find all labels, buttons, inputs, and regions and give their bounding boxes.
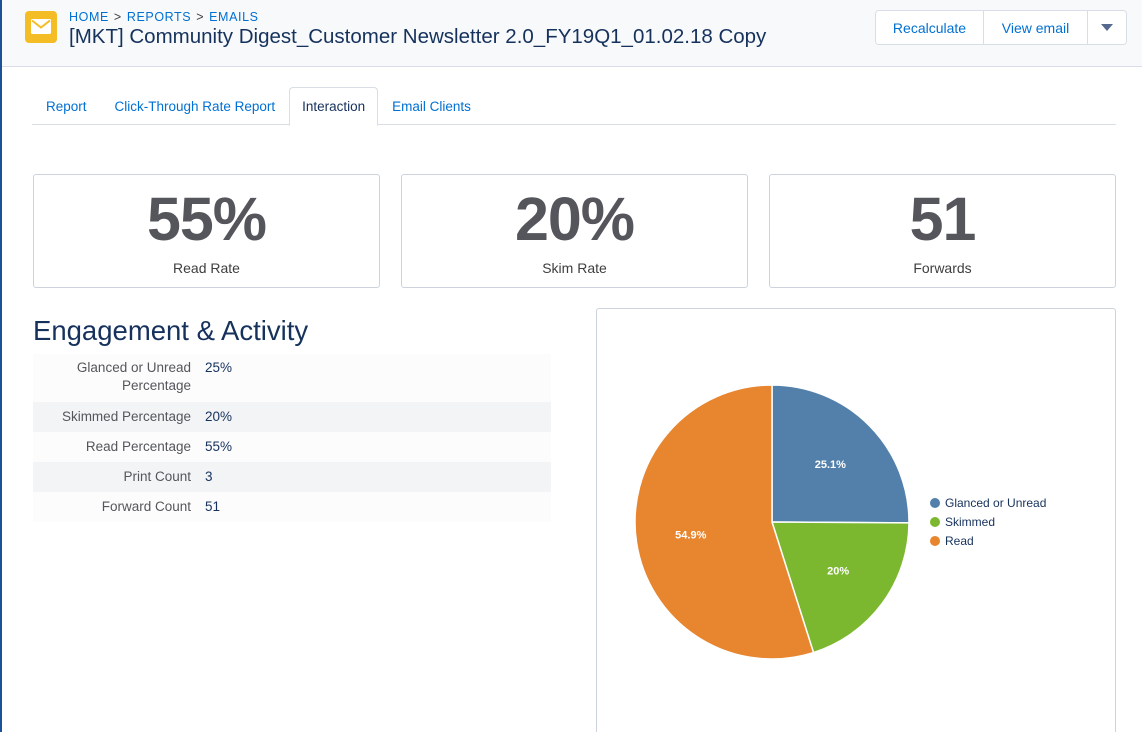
tab-bar: Report Click-Through Rate Report Interac… — [32, 87, 1116, 126]
breadcrumb-home[interactable]: HOME — [69, 10, 109, 24]
legend-label[interactable]: Glanced or Unread — [945, 496, 1046, 510]
row-label: Forward Count — [101, 499, 191, 514]
pie-chart: 25.1% 20% 54.9% Glanced or Unread Skimmed Rea… — [634, 384, 1046, 660]
pie-slice-glanced-or-unread[interactable] — [771, 384, 910, 524]
row-value: 51 — [205, 499, 221, 514]
engagement-table: Glanced or Unread Percentage 25% Skimmed… — [33, 354, 551, 522]
legend-label[interactable]: Skimmed — [945, 515, 995, 529]
envelope-icon — [25, 11, 57, 43]
left-accent-rule — [0, 0, 2, 732]
tab-click-through-rate-report[interactable]: Click-Through Rate Report — [114, 98, 276, 114]
pie-data-label: 54.9% — [675, 530, 706, 542]
stat-card-read-rate: 55% Read Rate — [33, 174, 380, 288]
pie-data-label: 25.1% — [815, 459, 846, 471]
stat-value: 20% — [514, 185, 635, 253]
stat-value: 51 — [909, 185, 977, 253]
page-title: [MKT] Community Digest_Customer Newslett… — [69, 25, 767, 48]
header-button-group: Recalculate View email — [875, 10, 1127, 45]
tab-email-clients[interactable]: Email Clients — [392, 98, 471, 114]
table-row: Read Percentage 55% — [33, 432, 551, 462]
tab-report[interactable]: Report — [46, 98, 87, 114]
table-row: Glanced or Unread Percentage 25% — [33, 354, 551, 402]
row-label: Skimmed Percentage — [61, 409, 191, 424]
pie-slice-skimmed[interactable] — [770, 521, 910, 654]
stat-card-skim-rate: 20% Skim Rate — [401, 174, 748, 288]
table-row: Skimmed Percentage 20% — [33, 402, 551, 432]
row-label: Read Percentage — [85, 439, 191, 454]
page-header: HOME > REPORTS > EMAILS [MKT] Community … — [2, 0, 1142, 67]
stat-value: 55% — [146, 185, 267, 253]
breadcrumb: HOME > REPORTS > EMAILS — [69, 10, 259, 24]
legend-label[interactable]: Read — [945, 534, 974, 548]
table-row: Forward Count 51 — [33, 492, 551, 522]
row-value: 25% — [205, 360, 233, 375]
stat-label: Read Rate — [173, 260, 240, 276]
breadcrumb-separator: > — [196, 10, 205, 24]
legend-marker — [930, 498, 940, 508]
chevron-down-icon — [1101, 23, 1113, 31]
legend-marker — [930, 536, 940, 546]
pie-chart-panel: 25.1% 20% 54.9% Glanced or Unread Skimmed Rea… — [596, 308, 1116, 732]
row-label: Glanced or Unread Percentage — [76, 360, 191, 393]
more-actions-button[interactable] — [1088, 11, 1126, 44]
breadcrumb-emails[interactable]: EMAILS — [209, 10, 259, 24]
row-value: 20% — [205, 409, 233, 424]
legend-marker — [930, 517, 940, 527]
stat-label: Forwards — [913, 260, 972, 276]
row-value: 55% — [205, 439, 233, 454]
table-row: Print Count 3 — [33, 462, 551, 492]
breadcrumb-separator: > — [113, 10, 122, 24]
stat-card-forwards: 51 Forwards — [769, 174, 1116, 288]
row-value: 3 — [205, 469, 213, 484]
pie-data-label: 20% — [827, 566, 849, 578]
breadcrumb-reports[interactable]: REPORTS — [126, 10, 192, 24]
pie-slice-read[interactable] — [634, 384, 815, 660]
tab-interaction[interactable]: Interaction — [289, 87, 379, 126]
recalculate-button[interactable]: Recalculate — [876, 11, 984, 44]
view-email-button[interactable]: View email — [984, 11, 1088, 44]
row-label: Print Count — [123, 469, 191, 484]
section-title: Engagement & Activity — [33, 315, 309, 346]
stat-label: Skim Rate — [542, 260, 607, 276]
